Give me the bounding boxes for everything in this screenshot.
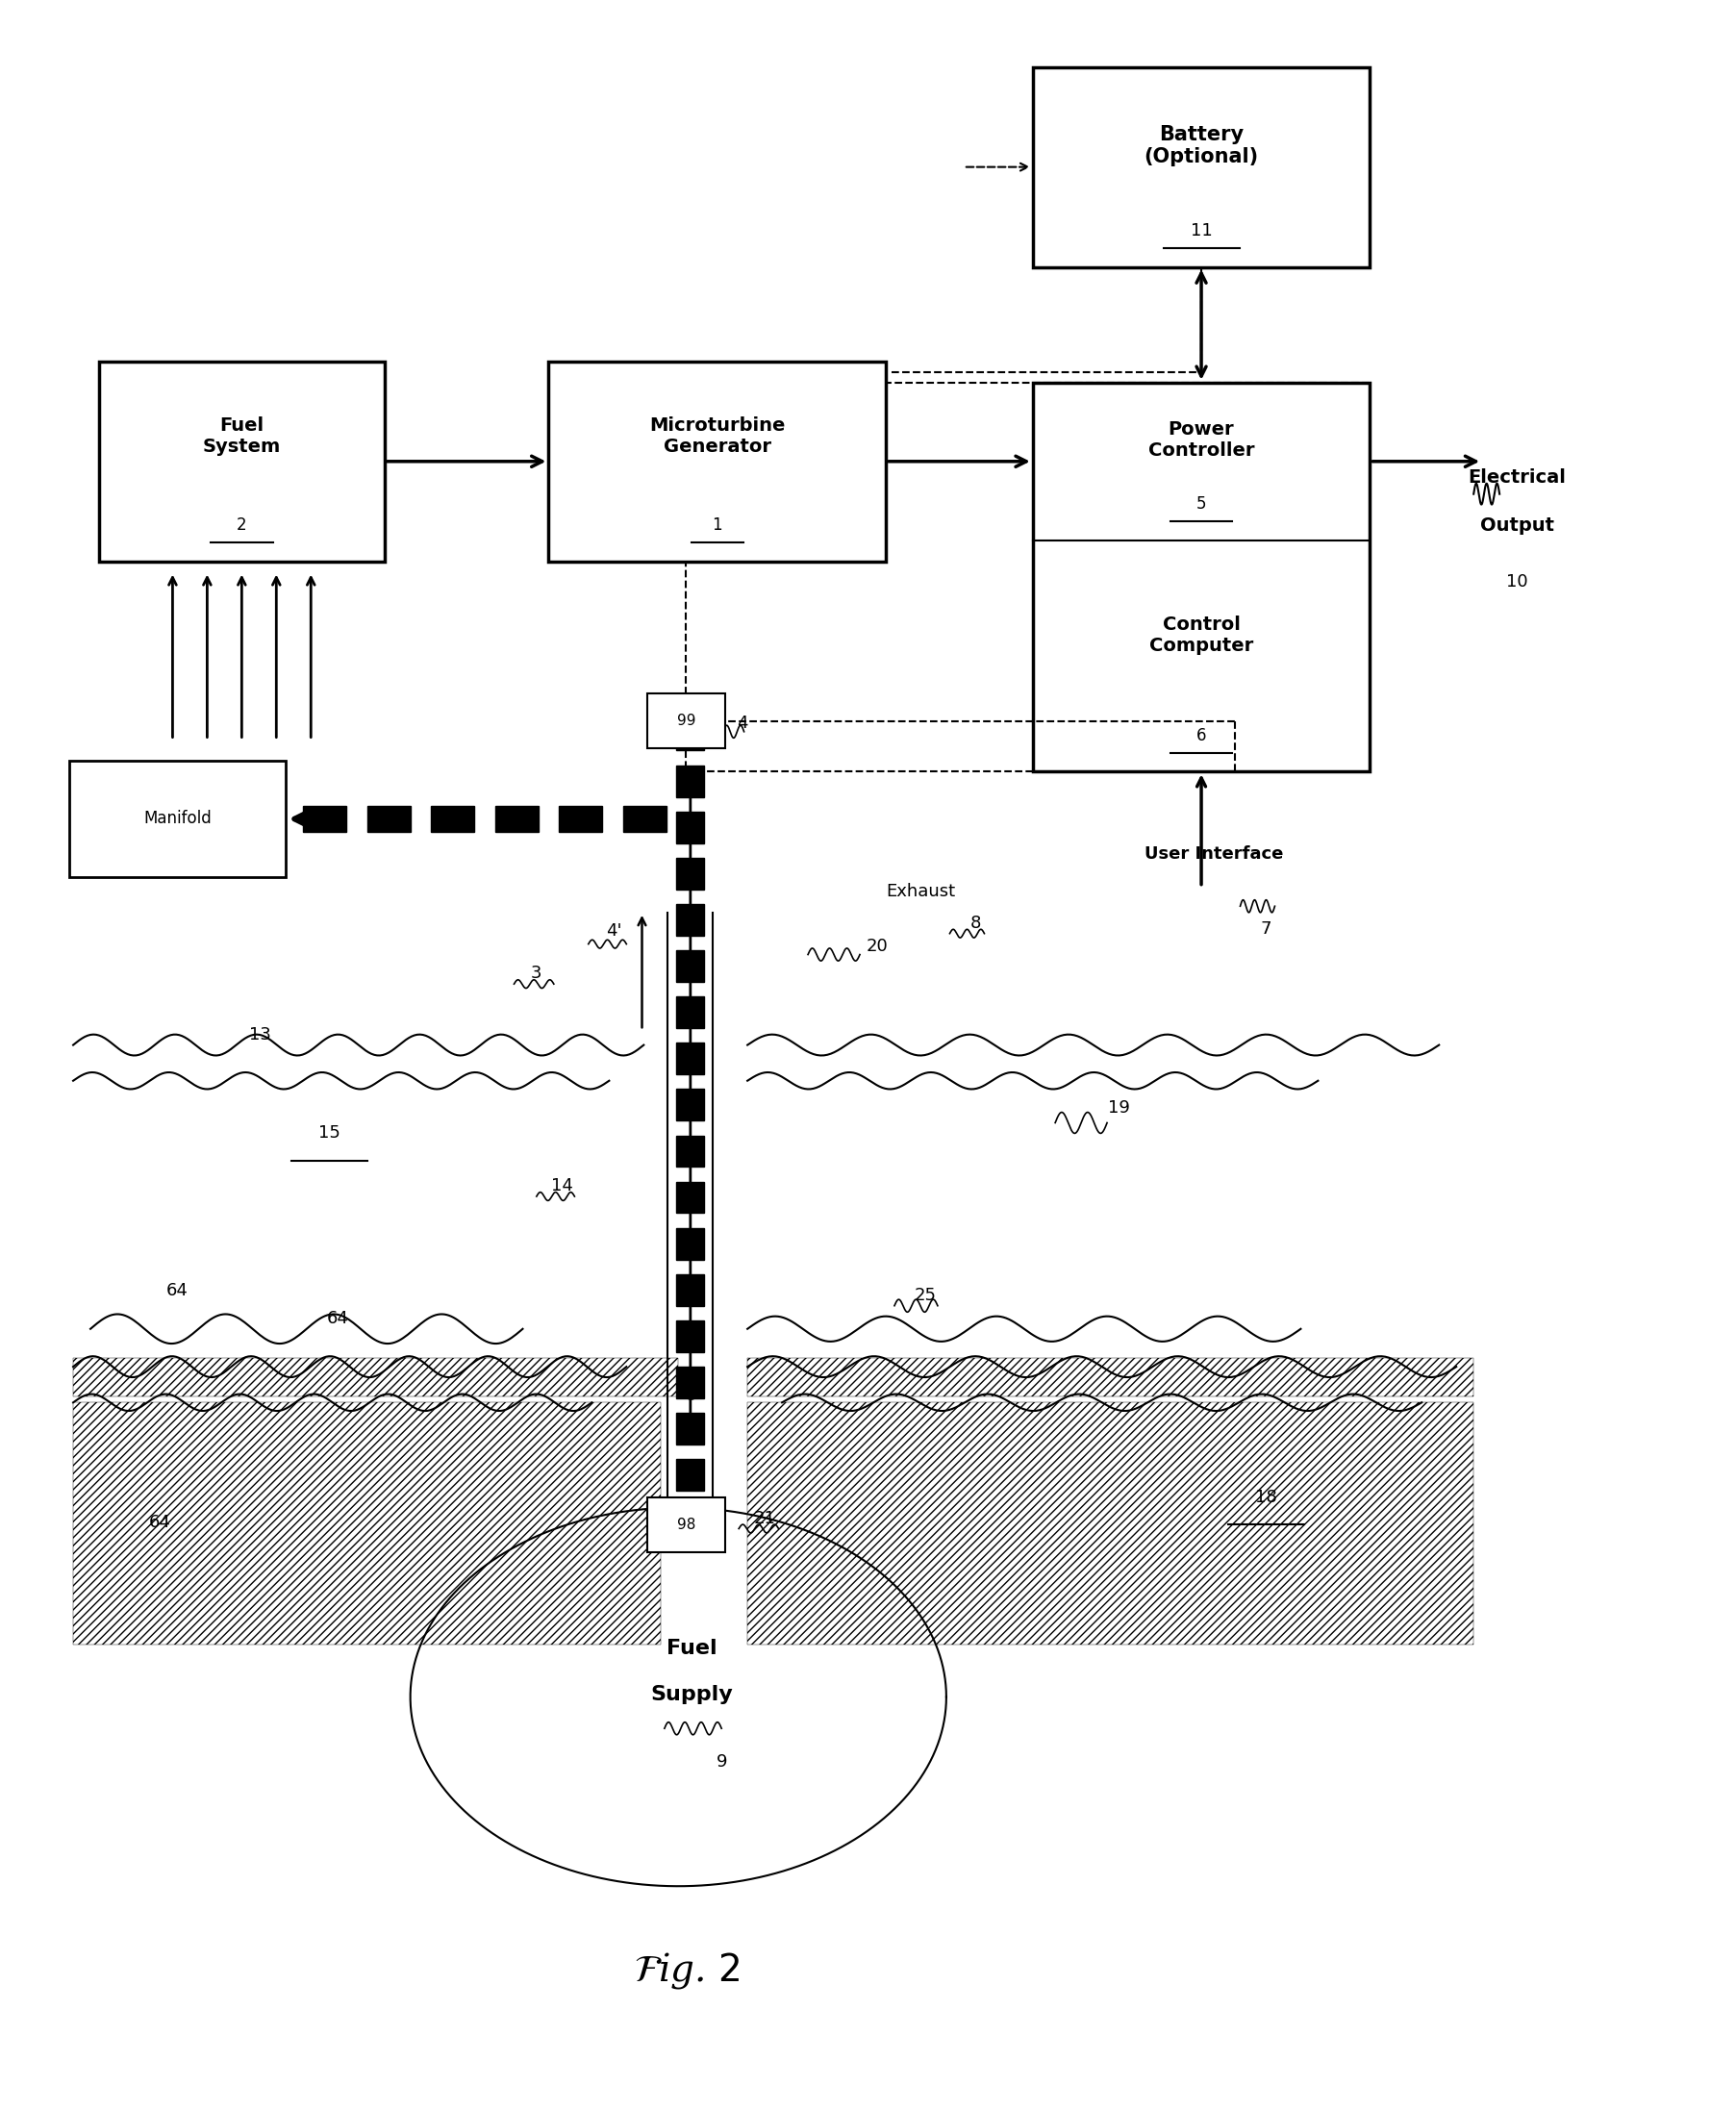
Bar xyxy=(677,1182,703,1214)
Text: Power
Controller: Power Controller xyxy=(1147,420,1253,460)
Bar xyxy=(623,806,667,832)
Text: 20: 20 xyxy=(866,937,887,954)
Bar xyxy=(677,996,703,1028)
Bar xyxy=(677,766,703,796)
Text: Output: Output xyxy=(1479,517,1554,534)
Text: 7: 7 xyxy=(1260,920,1271,937)
Text: Fuel
System: Fuel System xyxy=(203,416,281,456)
Text: 4: 4 xyxy=(736,714,748,733)
FancyBboxPatch shape xyxy=(99,361,384,562)
FancyBboxPatch shape xyxy=(69,762,286,876)
Bar xyxy=(559,806,602,832)
Text: Electrical: Electrical xyxy=(1467,469,1564,486)
Text: 18: 18 xyxy=(1255,1488,1276,1505)
Bar xyxy=(677,1459,703,1490)
FancyBboxPatch shape xyxy=(648,1497,724,1552)
Bar xyxy=(677,1412,703,1444)
Text: Fuel: Fuel xyxy=(667,1638,717,1657)
Text: 19: 19 xyxy=(1108,1100,1130,1117)
Bar xyxy=(677,950,703,982)
Bar xyxy=(677,745,703,752)
FancyBboxPatch shape xyxy=(1033,68,1370,266)
Bar xyxy=(677,1089,703,1121)
Text: 99: 99 xyxy=(677,714,694,728)
Bar xyxy=(366,806,410,832)
Text: Supply: Supply xyxy=(651,1685,733,1704)
Text: 64: 64 xyxy=(326,1309,349,1328)
Bar xyxy=(677,857,703,889)
Text: 15: 15 xyxy=(318,1125,340,1142)
Text: 2: 2 xyxy=(236,517,247,534)
Bar xyxy=(73,1357,679,1395)
Text: Manifold: Manifold xyxy=(144,811,212,828)
Bar xyxy=(677,1275,703,1307)
Bar xyxy=(677,1043,703,1074)
Bar xyxy=(677,1321,703,1351)
Text: 98: 98 xyxy=(677,1518,694,1533)
FancyBboxPatch shape xyxy=(648,695,724,749)
Text: $\mathcal{F}$ig. $2$: $\mathcal{F}$ig. $2$ xyxy=(634,1951,740,1991)
Bar xyxy=(304,806,345,832)
Text: 64: 64 xyxy=(167,1281,187,1300)
Bar xyxy=(677,1505,703,1537)
Bar xyxy=(746,1402,1472,1644)
Text: 6: 6 xyxy=(1196,726,1207,745)
Text: 21: 21 xyxy=(753,1509,776,1526)
Text: Exhaust: Exhaust xyxy=(885,882,955,899)
Bar xyxy=(677,1136,703,1167)
Text: 12: 12 xyxy=(677,1469,694,1484)
Text: Battery
(Optional): Battery (Optional) xyxy=(1144,125,1259,167)
Bar xyxy=(73,1402,661,1644)
Text: 9: 9 xyxy=(715,1754,727,1771)
Text: User Interface: User Interface xyxy=(1144,844,1283,861)
Bar xyxy=(677,1366,703,1397)
Bar xyxy=(495,806,538,832)
Text: 8: 8 xyxy=(970,914,981,931)
Text: 64: 64 xyxy=(149,1514,170,1530)
Text: 10: 10 xyxy=(1505,574,1528,591)
Text: 3: 3 xyxy=(531,965,542,982)
Text: 13: 13 xyxy=(248,1026,271,1043)
Bar xyxy=(677,1229,703,1260)
Text: 1: 1 xyxy=(712,517,722,534)
Text: 5: 5 xyxy=(1196,496,1207,513)
Text: 14: 14 xyxy=(550,1178,573,1195)
Bar xyxy=(677,904,703,935)
FancyBboxPatch shape xyxy=(1033,382,1370,773)
Text: 25: 25 xyxy=(913,1286,936,1305)
Bar xyxy=(746,1357,1472,1395)
Text: 11: 11 xyxy=(1189,222,1212,239)
Text: Control
Computer: Control Computer xyxy=(1149,614,1253,654)
FancyBboxPatch shape xyxy=(549,361,885,562)
Bar xyxy=(677,811,703,842)
Bar xyxy=(431,806,474,832)
Text: Microturbine
Generator: Microturbine Generator xyxy=(649,416,785,456)
Text: 4': 4' xyxy=(606,923,621,939)
